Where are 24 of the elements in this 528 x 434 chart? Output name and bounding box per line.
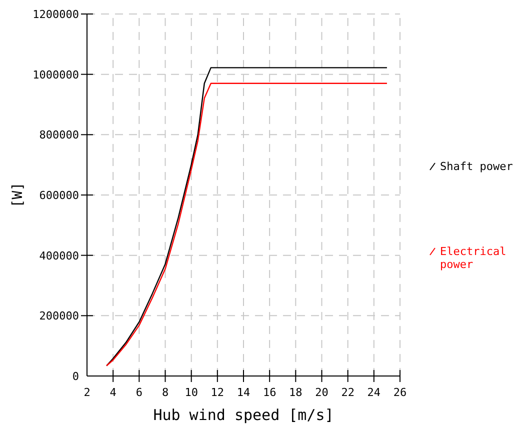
y-tick-label: 1200000 xyxy=(32,8,79,21)
x-tick-label: 22 xyxy=(341,386,354,399)
x-tick-label: 18 xyxy=(289,386,302,399)
x-tick-label: 4 xyxy=(110,386,117,399)
y-tick-label: 400000 xyxy=(39,249,79,262)
x-tick-label: 2 xyxy=(84,386,90,399)
x-tick-label: 12 xyxy=(210,386,224,399)
x-tick-label: 6 xyxy=(136,386,142,399)
x-tick-label: 20 xyxy=(315,386,328,399)
x-tick-label: 16 xyxy=(262,386,276,399)
legend-label: Shaft power xyxy=(440,160,514,173)
y-tick-label: 200000 xyxy=(39,310,79,323)
x-tick-label: 24 xyxy=(367,386,381,399)
x-tick-label: 26 xyxy=(393,386,407,399)
y-tick-label: 600000 xyxy=(39,189,79,202)
x-tick-label: 14 xyxy=(236,386,250,399)
legend-label: Electrical power xyxy=(440,245,506,271)
x-tick-label: 10 xyxy=(184,386,198,399)
y-tick-label: 800000 xyxy=(39,128,79,142)
x-axis-title: Hub wind speed [m/s] xyxy=(153,406,334,424)
y-axis-title: [W] xyxy=(10,182,26,208)
x-tick-label: 8 xyxy=(162,386,169,399)
y-tick-label: 1000000 xyxy=(32,68,79,82)
y-tick-label: 0 xyxy=(72,370,79,383)
